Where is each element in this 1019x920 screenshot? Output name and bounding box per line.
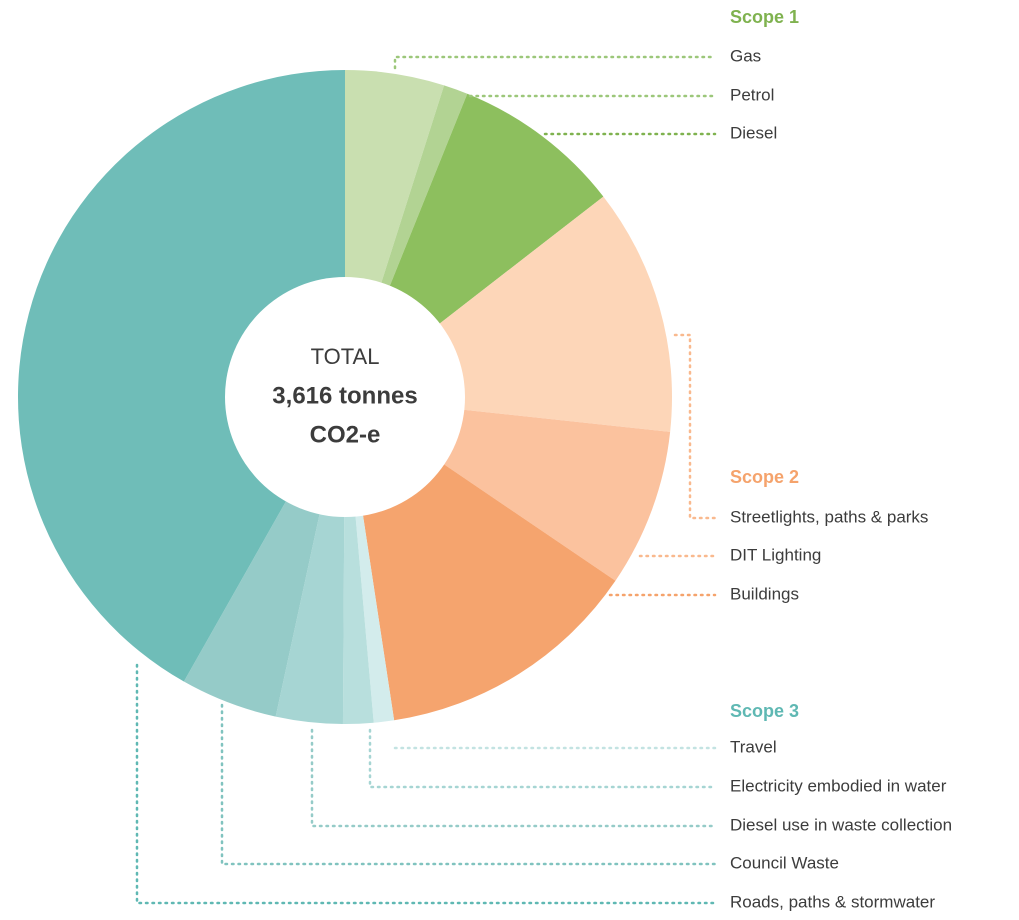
legend-group-title: Scope 3 (730, 701, 799, 721)
donut-hole (225, 277, 465, 517)
legend-label: Gas (730, 46, 761, 65)
leader-line (673, 333, 717, 520)
slice (17, 69, 345, 682)
legend-label: DIT Lighting (730, 545, 821, 564)
center-unit: CO2-e (310, 421, 381, 448)
leader-lines (135, 55, 717, 905)
legend-label: Buildings (730, 584, 799, 603)
legend-label: Streetlights, paths & parks (730, 507, 928, 526)
center-label: TOTAL (311, 344, 380, 369)
leader-line (393, 55, 717, 70)
legend-label: Diesel (730, 123, 777, 142)
legend-label: Roads, paths & stormwater (730, 892, 935, 911)
legend-label: Electricity embodied in water (730, 776, 947, 795)
legend: Scope 1 Scope 2 Scope 3 Gas Petrol Diesel Stre… (730, 7, 952, 912)
center-total: 3,616 tonnes (272, 382, 417, 409)
leader-line (220, 703, 717, 866)
legend-label: Council Waste (730, 853, 839, 872)
legend-group-title: Scope 2 (730, 467, 799, 487)
legend-label: Petrol (730, 85, 774, 104)
leader-line (310, 728, 717, 828)
leader-line (135, 663, 717, 905)
legend-label: Travel (730, 737, 777, 756)
leader-line (368, 728, 717, 789)
legend-label: Diesel use in waste collection (730, 815, 952, 834)
legend-group-title: Scope 1 (730, 7, 799, 27)
